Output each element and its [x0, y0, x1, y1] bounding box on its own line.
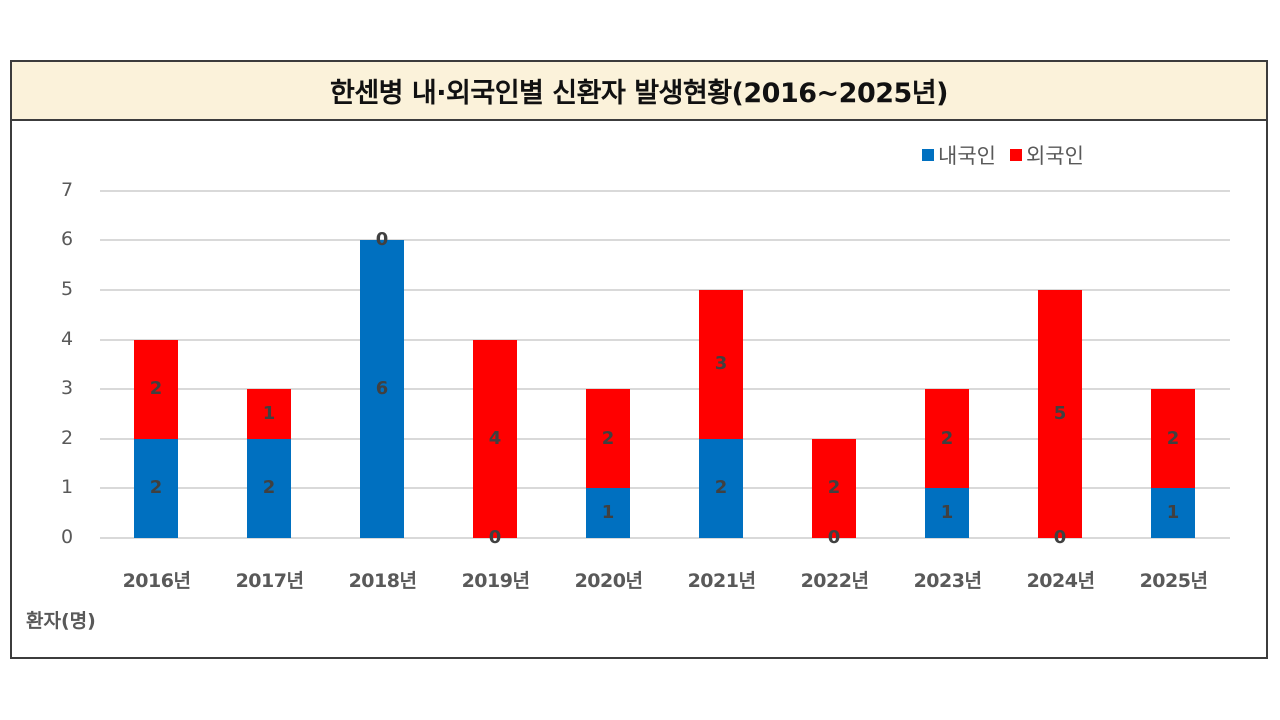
- data-label-domestic: 2: [262, 477, 276, 499]
- bar-foreign: [134, 339, 178, 439]
- data-label-domestic: 2: [149, 477, 163, 499]
- data-label-foreign: 1: [262, 403, 276, 424]
- data-label-domestic: 2: [714, 477, 728, 499]
- bar-foreign: [586, 389, 630, 489]
- data-label-foreign: 2: [149, 378, 163, 400]
- y-tick-label: 7: [60, 178, 74, 201]
- gridline: [100, 239, 1230, 242]
- bar-domestic: [699, 438, 743, 538]
- x-tick-label: 2020년: [574, 570, 643, 592]
- y-tick-label: 0: [60, 526, 74, 548]
- legend: 내국인 외국인: [922, 140, 1084, 170]
- x-tick-label: 2021년: [687, 570, 756, 592]
- data-label-foreign: 2: [601, 427, 615, 449]
- data-label-foreign: 3: [714, 353, 728, 375]
- y-tick-label: 1: [60, 476, 74, 499]
- bar-foreign: [699, 290, 743, 439]
- gridline: [100, 189, 1230, 192]
- gridline: [100, 289, 1230, 291]
- x-tick-label: 2018년: [348, 570, 417, 592]
- data-label-foreign: 2: [940, 427, 954, 449]
- data-label-foreign: 5: [1053, 403, 1067, 424]
- bar-foreign: [925, 389, 969, 489]
- x-tick-label: 2019년: [461, 570, 530, 592]
- y-tick-label: 6: [60, 228, 74, 251]
- legend-item-domestic: 내국인: [922, 140, 996, 170]
- y-axis-label: 환자(명): [26, 610, 96, 632]
- data-label-foreign: 2: [1166, 427, 1180, 449]
- x-tick-label: 2016년: [122, 570, 191, 592]
- bar-foreign: [473, 339, 517, 538]
- x-tick-label: 2022년: [800, 570, 869, 592]
- data-label-domestic: 0: [488, 527, 502, 548]
- gridline: [100, 388, 1230, 391]
- legend-swatch-domestic: [922, 149, 934, 161]
- gridline: [100, 437, 1230, 440]
- x-tick-label: 2024년: [1026, 570, 1095, 592]
- bar-foreign: [1038, 290, 1082, 538]
- y-tick-label: 3: [60, 377, 74, 400]
- data-label-domestic: 1: [601, 502, 615, 524]
- legend-label-foreign: 외국인: [1025, 144, 1084, 168]
- legend-swatch-foreign: [1009, 149, 1022, 161]
- x-tick-label: 2017년: [235, 570, 304, 592]
- y-tick-label: 2: [60, 426, 74, 449]
- bar-domestic: [134, 438, 178, 538]
- data-label-domestic: 0: [827, 527, 841, 548]
- data-label-domestic: 0: [1053, 527, 1067, 548]
- bar-domestic: [360, 240, 404, 538]
- data-label-foreign: 0: [375, 229, 389, 251]
- data-label-domestic: 1: [1166, 502, 1180, 524]
- bar-domestic: [925, 488, 969, 538]
- bar-domestic: [247, 438, 291, 538]
- bar-foreign: [812, 438, 856, 538]
- data-label-domestic: 1: [940, 502, 954, 524]
- legend-label-domestic: 내국인: [938, 144, 996, 168]
- bar-foreign: [247, 389, 291, 439]
- gridline: [100, 338, 1230, 341]
- bar-foreign: [1151, 389, 1195, 489]
- x-tick-label: 2025년: [1139, 570, 1208, 592]
- data-label-foreign: 4: [488, 427, 502, 449]
- bar-domestic: [586, 488, 630, 538]
- data-label-foreign: 2: [827, 477, 841, 499]
- chart-title: 한센병 내·외국인별 신환자 발생현황(2016~2025년): [330, 78, 949, 109]
- x-tick-label: 2023년: [913, 570, 982, 592]
- legend-item-foreign: 외국인: [1009, 140, 1084, 170]
- y-tick-label: 4: [60, 327, 74, 350]
- gridline: [100, 537, 1230, 539]
- data-label-domestic: 6: [375, 378, 389, 400]
- title-band: 한센병 내·외국인별 신환자 발생현황(2016~2025년): [12, 62, 1266, 121]
- y-tick-label: 5: [60, 278, 74, 300]
- bar-domestic: [1151, 488, 1195, 538]
- gridline: [100, 487, 1230, 490]
